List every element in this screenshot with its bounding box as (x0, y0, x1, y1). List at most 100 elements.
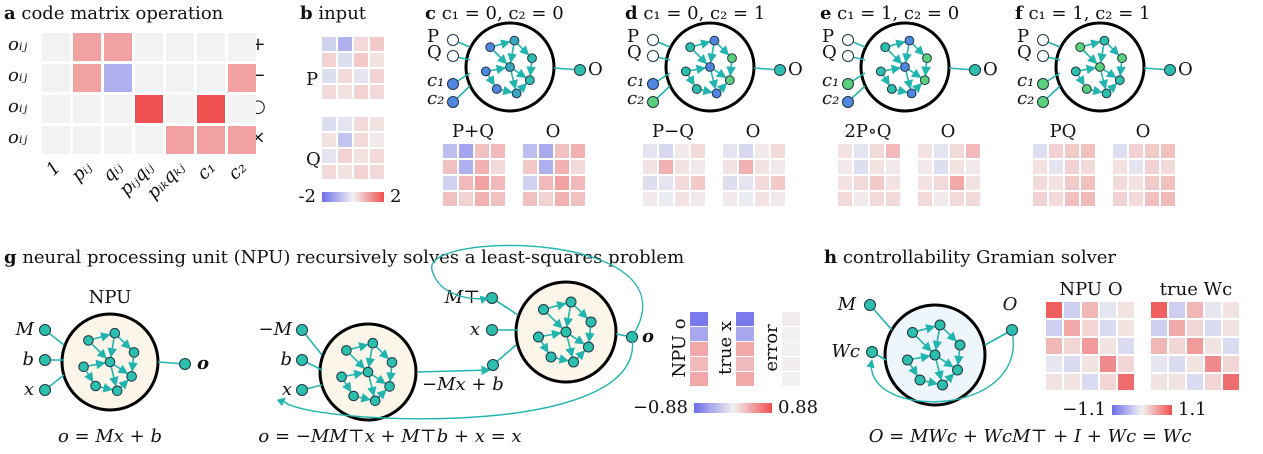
heatmap-cell (1205, 320, 1221, 336)
heatmap-cell (354, 133, 368, 147)
npu-node (915, 375, 925, 385)
row-label: oᵢⱼ (8, 34, 27, 55)
heatmap-cell (370, 69, 384, 83)
heatmap-cell (1187, 302, 1203, 318)
input-label: −M (258, 319, 292, 340)
heatmap-cell (1046, 356, 1062, 372)
col-label: 1 (42, 157, 65, 180)
node-label: O (1178, 59, 1193, 80)
heatmap-cell (338, 117, 352, 131)
heatmap-cell (771, 144, 785, 158)
npu-node (127, 372, 137, 382)
heatmap-cell (782, 372, 800, 386)
npu-node (935, 320, 945, 330)
npu-node (903, 355, 913, 365)
npu-node (953, 365, 963, 375)
port-node (40, 355, 51, 366)
npu-node (342, 346, 352, 356)
heatmap-cell (659, 160, 673, 174)
heatmap-cell (736, 312, 754, 326)
heatmap-cell (854, 160, 868, 174)
heatmap-cell (918, 192, 932, 206)
heatmap-cell (322, 133, 336, 147)
heatmap-cell (870, 144, 884, 158)
heatmap-cell (475, 160, 489, 174)
npu-node (586, 317, 596, 327)
heatmap-cell (166, 64, 194, 92)
heatmap-cell (1046, 374, 1062, 390)
heatmap-cell (1033, 144, 1047, 158)
heatmap-cell (370, 117, 384, 131)
heatmap-cell (73, 64, 101, 92)
heatmap-cell (73, 95, 101, 123)
heatmap-cell (934, 144, 948, 158)
heatmap-cell (322, 53, 336, 67)
heatmap-cell (1205, 356, 1221, 372)
npu-node (129, 348, 139, 358)
port-node (448, 51, 459, 62)
heatmap-cell (1145, 144, 1159, 158)
heatmap-cell (1151, 374, 1167, 390)
heatmap-cell (736, 342, 754, 356)
npu-node (1082, 85, 1091, 94)
heatmap-cell (755, 176, 769, 190)
heatmap-cell (1082, 302, 1098, 318)
heatmap-cell (104, 33, 132, 61)
heatmap-cell (1046, 320, 1062, 336)
heatmap-cell (1118, 302, 1134, 318)
heatmap-cell (771, 160, 785, 174)
heatmap-cell (1118, 356, 1134, 372)
npu-node (1115, 76, 1124, 85)
matrix-label: P+Q (452, 121, 494, 142)
heatmap-cell (1065, 144, 1079, 158)
port-node (448, 35, 459, 46)
heatmap-cell (322, 85, 336, 99)
input-label: x (282, 379, 292, 400)
panel-letter: h (824, 247, 837, 268)
heatmap-cell (854, 192, 868, 206)
npu-node (923, 54, 932, 63)
heatmap-cell (1064, 320, 1080, 336)
heatmap-cell (838, 176, 852, 190)
npu-node (1096, 63, 1105, 72)
npu-node (725, 76, 734, 85)
equation: O = MWc + WcM⊤ + I + Wc = Wc (869, 426, 1192, 447)
input-label: x (24, 379, 34, 400)
heatmap-cell (1049, 192, 1063, 206)
heatmap-cell (370, 149, 384, 163)
heatmap-cell (555, 192, 569, 206)
heatmap-cell (1033, 192, 1047, 206)
node-label: Q (1017, 42, 1032, 63)
npu-node (387, 358, 397, 368)
heatmap-cell (1169, 356, 1185, 372)
npu-node (1102, 89, 1111, 98)
node-label: Q (627, 42, 642, 63)
heatmap-cell (555, 160, 569, 174)
heatmap-cell (1205, 374, 1221, 390)
npu-node (905, 36, 914, 45)
heatmap-cell (1129, 160, 1143, 174)
npu-node (112, 386, 122, 396)
heatmap-cell (1081, 160, 1095, 174)
panel-title: neural processing unit (NPU) recursively… (17, 247, 685, 268)
heatmap-cell (166, 126, 194, 154)
heatmap-cell (1187, 320, 1203, 336)
heatmap-cell (354, 53, 368, 67)
heatmap-cell (104, 126, 132, 154)
node-label: O (983, 59, 998, 80)
matrix-label: O (546, 121, 561, 142)
npu-node (681, 67, 690, 76)
heatmap-cell (1223, 302, 1239, 318)
heatmap-cell (491, 160, 505, 174)
heatmap-cell (73, 33, 101, 61)
heatmap-cell (322, 69, 336, 83)
panel-title: c₁ = 1, c₂ = 0 (831, 3, 959, 24)
row-label: oᵢⱼ (8, 65, 27, 86)
npu-node (908, 328, 918, 338)
port-node (648, 35, 659, 46)
port-node (575, 65, 586, 76)
npu-node (91, 381, 101, 391)
heatmap-cell (1064, 374, 1080, 390)
heatmap-cell (854, 176, 868, 190)
colorbar (322, 192, 384, 202)
